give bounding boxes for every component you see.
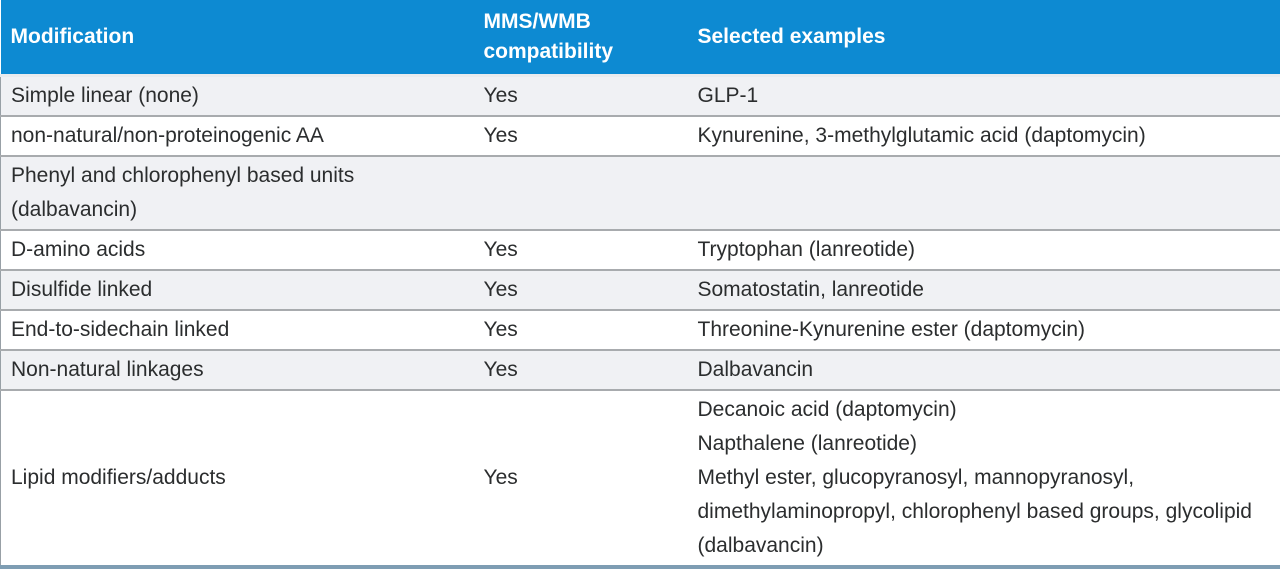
table-row: End-to-sidechain linked Yes Threonine-Ky…	[0, 309, 1280, 350]
modification-cell: Non-natural linkages	[0, 349, 474, 390]
compatibility-cell: Yes	[483, 237, 518, 261]
header-row: Modification MMS/WMB compatibility Selec…	[0, 0, 1280, 77]
table-row: Non-natural linkages Yes Dalbavancin	[0, 349, 1280, 390]
table-row: Simple linear (none) Yes GLP-1	[0, 75, 1280, 116]
table-row: Lipid modifiers/adducts Yes Decanoic aci…	[0, 389, 1280, 567]
examples-cell: Tryptophan (lanreotide)	[687, 229, 1280, 270]
example-line: Napthalene (lanreotide)	[697, 431, 917, 455]
examples-cell	[687, 155, 1280, 230]
example-line: Threonine-Kynurenine ester (daptomycin)	[697, 317, 1086, 341]
table-row: D-amino acids Yes Tryptophan (lanreotide…	[0, 229, 1280, 270]
modification-cell: Phenyl and chlorophenyl based units (dal…	[0, 155, 474, 230]
example-line: Decanoic acid (daptomycin)	[697, 397, 957, 421]
column-header-mms-wmb-compatibility: MMS/WMB compatibility	[473, 0, 688, 77]
modification-cell: Disulfide linked	[0, 269, 474, 310]
examples-cell: Dalbavancin	[687, 349, 1280, 390]
modification-cell: Lipid modifiers/adducts	[0, 389, 474, 567]
example-line: Tryptophan (lanreotide)	[697, 237, 916, 261]
example-line: Dalbavancin	[697, 357, 814, 381]
example-line: Somatostatin, lanreotide	[697, 277, 924, 301]
example-line: Methyl ester, glucopyranosyl, mannopyran…	[697, 465, 1252, 557]
modification-cell: non-natural/non-proteinogenic AA	[0, 115, 474, 156]
table-header: Modification MMS/WMB compatibility Selec…	[0, 0, 1280, 77]
modification-cell: End-to-sidechain linked	[0, 309, 474, 350]
compatibility-cell: Yes	[483, 277, 518, 301]
examples-cell: Somatostatin, lanreotide	[687, 269, 1280, 310]
examples-cell: Threonine-Kynurenine ester (daptomycin)	[687, 309, 1280, 350]
compatibility-cell: Yes	[483, 123, 518, 147]
compatibility-cell: Yes	[483, 317, 518, 341]
compatibility-cell: Yes	[483, 357, 518, 381]
compatibility-cell	[474, 156, 688, 230]
examples-cell: Decanoic acid (daptomycin) Napthalene (la…	[687, 389, 1280, 567]
example-line: Kynurenine, 3-methylglutamic acid (dapto…	[697, 123, 1146, 147]
examples-cell: Kynurenine, 3-methylglutamic acid (dapto…	[687, 115, 1280, 156]
column-header-modification: Modification	[0, 0, 474, 77]
compatibility-cell: Yes	[483, 83, 518, 107]
column-header-selected-examples: Selected examples	[687, 0, 1280, 77]
examples-cell: GLP-1	[687, 75, 1280, 116]
modification-cell: Simple linear (none)	[0, 75, 474, 116]
compatibility-cell: Yes	[483, 465, 518, 489]
table-row: non-natural/non-proteinogenic AA Yes Kyn…	[0, 115, 1280, 156]
example-line: GLP-1	[697, 83, 759, 107]
table-body: Simple linear (none) Yes GLP-1 non-natur…	[0, 75, 1280, 567]
table-row: Phenyl and chlorophenyl based units (dal…	[0, 155, 1280, 230]
modification-cell: D-amino acids	[0, 229, 474, 270]
table-row: Disulfide linked Yes Somatostatin, lanre…	[0, 269, 1280, 310]
